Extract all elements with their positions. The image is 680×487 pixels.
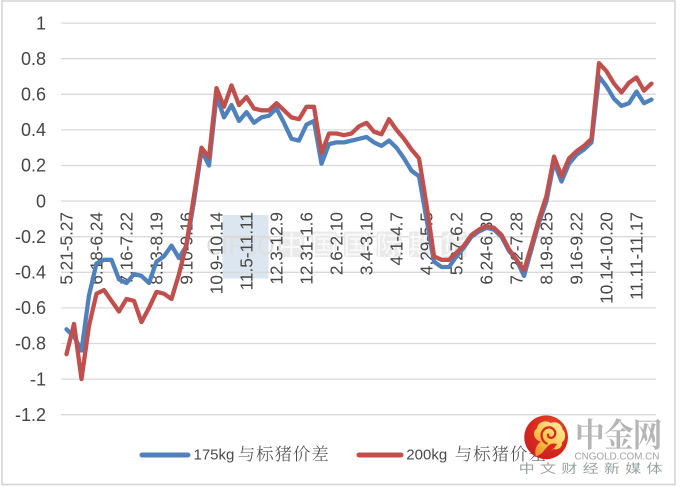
svg-text:0.6: 0.6 bbox=[21, 85, 46, 105]
svg-text:-1: -1 bbox=[30, 369, 46, 389]
svg-text:2.6-2.10: 2.6-2.10 bbox=[327, 212, 347, 275]
svg-text:10.9-10.14: 10.9-10.14 bbox=[207, 212, 227, 295]
svg-text:-0.8: -0.8 bbox=[15, 334, 46, 354]
svg-text:-0.4: -0.4 bbox=[15, 263, 46, 283]
svg-text:4.1-4.7: 4.1-4.7 bbox=[387, 212, 407, 266]
svg-text:7.16-7.22: 7.16-7.22 bbox=[117, 212, 137, 285]
svg-text:0.2: 0.2 bbox=[21, 156, 46, 176]
svg-text:9.16-9.22: 9.16-9.22 bbox=[567, 212, 587, 285]
svg-text:0.4: 0.4 bbox=[21, 120, 46, 140]
svg-text:CNGOLD.COM.CN: CNGOLD.COM.CN bbox=[575, 451, 660, 462]
svg-text:11.11-11.17: 11.11-11.17 bbox=[627, 212, 647, 300]
svg-text:8.13-8.19: 8.13-8.19 bbox=[147, 212, 167, 285]
svg-text:12.31-1.6: 12.31-1.6 bbox=[297, 212, 317, 285]
svg-text:12.3-12.9: 12.3-12.9 bbox=[267, 212, 287, 285]
svg-text:-0.2: -0.2 bbox=[15, 227, 46, 247]
svg-text:5.21-5.27: 5.21-5.27 bbox=[57, 212, 77, 285]
svg-text:-0.6: -0.6 bbox=[15, 298, 46, 318]
svg-text:10.14-10.20: 10.14-10.20 bbox=[597, 212, 617, 304]
svg-text:11.5-11.11: 11.5-11.11 bbox=[237, 212, 257, 290]
svg-text:8.19-8.25: 8.19-8.25 bbox=[537, 212, 557, 285]
svg-text:175kg: 175kg bbox=[194, 446, 235, 463]
svg-text:0.8: 0.8 bbox=[21, 49, 46, 69]
svg-text:0: 0 bbox=[36, 191, 46, 211]
svg-text:200kg: 200kg bbox=[406, 446, 447, 463]
svg-text:6.24-6.30: 6.24-6.30 bbox=[477, 212, 497, 285]
svg-text:-1.2: -1.2 bbox=[15, 405, 46, 425]
svg-text:1: 1 bbox=[36, 13, 46, 33]
svg-text:6.18-6.24: 6.18-6.24 bbox=[87, 212, 107, 285]
svg-text:3.4-3.10: 3.4-3.10 bbox=[357, 212, 377, 275]
